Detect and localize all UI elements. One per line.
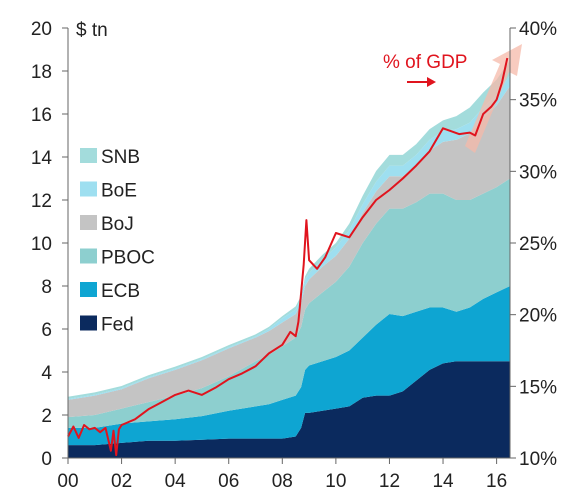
right-tick-label: 10% [519, 449, 557, 470]
legend-swatch [80, 215, 97, 230]
left-tick-label: 20 [31, 19, 52, 40]
left-tick-label: 8 [41, 277, 52, 298]
left-tick-label: 10 [31, 234, 52, 255]
legend-label: BoE [101, 181, 137, 202]
x-tick-label: 12 [379, 471, 400, 492]
right-tick-label: 30% [519, 162, 557, 183]
gdp-line [67, 57, 509, 457]
left-axis-ticks: 0 2 4 6 8 10 12 14 16 18 20 [31, 19, 68, 470]
area-fed [68, 361, 510, 458]
legend-label: ECB [101, 281, 140, 302]
area-pboc [68, 178, 510, 428]
left-tick-label: 6 [41, 320, 52, 341]
gdp-label-arrow-icon [407, 77, 436, 87]
area-ecb [68, 286, 510, 446]
legend-label: SNB [101, 147, 140, 168]
left-tick-label: 16 [31, 105, 52, 126]
right-tick-label: 15% [519, 377, 557, 398]
right-tick-label: 40% [519, 19, 557, 40]
x-tick-label: 06 [218, 471, 239, 492]
right-axis-ticks: 10% 15% 20% 25% 30% 35% 40% [510, 19, 557, 470]
legend-label: BoJ [101, 214, 134, 235]
legend-swatch [80, 248, 97, 264]
legend-label: Fed [101, 315, 134, 336]
legend-swatch [80, 315, 97, 331]
x-tick-label: 10 [325, 471, 346, 492]
legend-swatch [80, 282, 97, 297]
x-tick-label: 14 [432, 471, 454, 492]
legend-swatch [80, 181, 97, 197]
gdp-line-label: % of GDP [383, 52, 467, 73]
left-tick-label: 4 [41, 363, 52, 384]
right-tick-label: 25% [519, 234, 557, 255]
stacked-area-group [68, 60, 510, 458]
legend-swatch [80, 148, 97, 163]
left-tick-label: 12 [31, 191, 52, 212]
left-tick-label: 0 [41, 449, 52, 470]
right-tick-label: 20% [519, 306, 557, 327]
x-tick-label: 02 [111, 471, 132, 492]
x-tick-label: 04 [165, 471, 187, 492]
left-tick-label: 18 [31, 62, 52, 83]
x-tick-label: 16 [486, 471, 507, 492]
x-axis-ticks: 00 02 04 06 08 10 12 14 16 [57, 458, 507, 492]
legend: SNB BoE BoJ PBOC ECB Fed [80, 147, 155, 336]
left-tick-label: 2 [41, 406, 52, 427]
left-tick-label: 14 [31, 148, 53, 169]
x-tick-label: 08 [272, 471, 293, 492]
legend-label: PBOC [101, 248, 155, 269]
left-axis-unit: $ tn [76, 20, 108, 41]
right-tick-label: 35% [519, 91, 557, 112]
x-tick-label: 00 [57, 471, 78, 492]
